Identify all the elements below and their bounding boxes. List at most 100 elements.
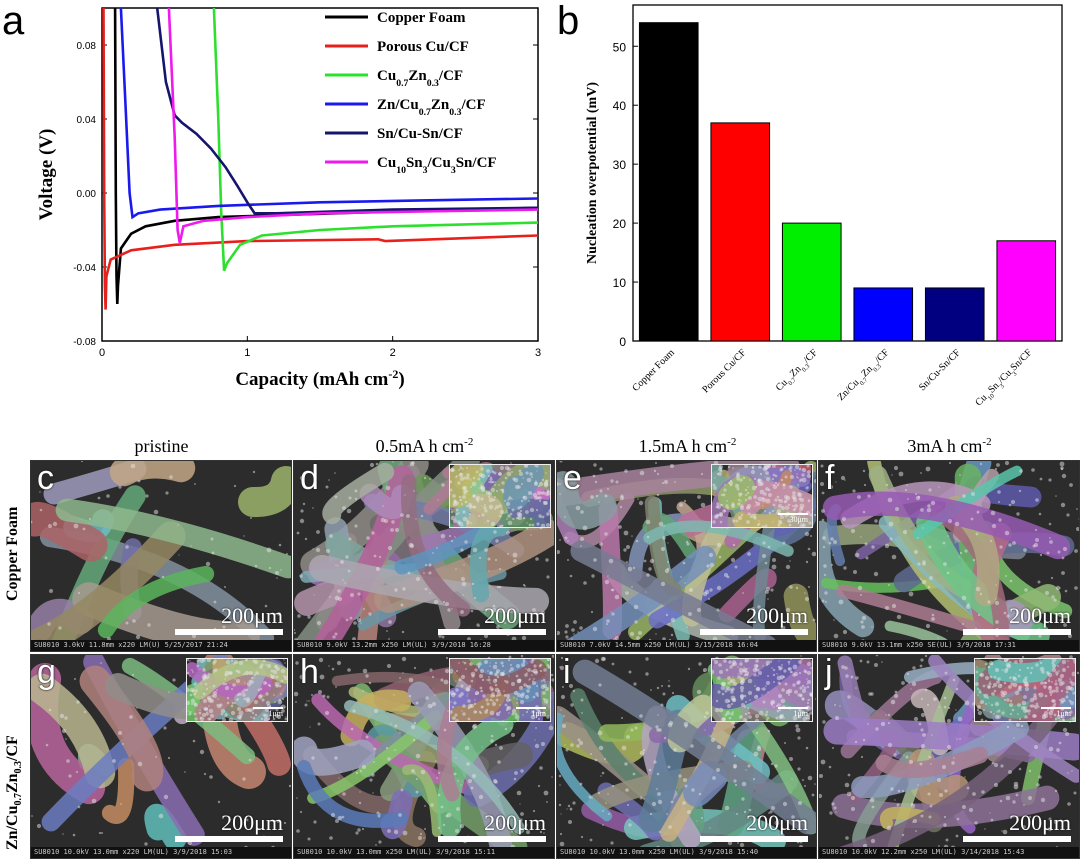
rich-label: Cu0.7Zn0.3/CF <box>774 347 822 395</box>
series-line-5 <box>167 8 538 244</box>
x-tick-label: 3 <box>535 347 541 359</box>
sem-panel-f: f 200μm SU8010 9.0kV 13.1mm x250 SE(UL) 3/… <box>818 460 1080 652</box>
inset-scale-label: 1μm <box>793 709 808 718</box>
inset-image <box>712 659 812 721</box>
inset-scale-bar <box>516 707 546 709</box>
rich-label: Zn/Cu0.7Zn0.3/CF <box>377 97 486 118</box>
y-tick-label: 30 <box>613 158 627 172</box>
x-tick-label: 2 <box>390 347 396 359</box>
rich-label: Porous Cu/CF <box>700 347 748 395</box>
rich-label: Cu10Sn3/Cu3Sn/CF <box>973 347 1036 410</box>
rich-label: Sn/Cu-Sn/CF <box>377 126 463 142</box>
sem-panel-label: e <box>563 460 582 497</box>
scale-bar <box>700 629 808 635</box>
chart-a: a -0.08 -0.04 0.00 0.04 0.08 0 1 2 3 Capacity (mAh… <box>2 0 541 390</box>
scale-bar <box>175 629 283 635</box>
x-tick-label: 0 <box>99 347 105 359</box>
sem-panel-label: h <box>300 654 319 691</box>
x-tick-label: 1 <box>244 347 250 359</box>
inset-image <box>187 659 287 721</box>
legend-a: Copper Foam Porous Cu/CF Cu0.7Zn0.3/CF Zn/C… <box>325 10 497 176</box>
inset-scale-bar <box>253 707 283 709</box>
inset-image <box>450 465 550 527</box>
y-tick-label: 0 <box>619 335 626 349</box>
sem-panel-e: e 200μm SU8010 7.0kV 14.5mm x250 LM(UL) 3/… <box>556 460 817 652</box>
y-tick-label: 0.00 <box>77 189 97 200</box>
inset-micrograph: 1μm <box>974 658 1076 722</box>
inset-scale-bar <box>778 513 808 515</box>
bar-1 <box>710 122 771 342</box>
inset-scale-label: 30μm <box>789 515 808 524</box>
inset-scale-bar <box>1041 707 1071 709</box>
sem-panel-g: g 200μm SU8010 10.0kV 13.0mm x220 LM(UL) 3… <box>30 654 292 859</box>
series-line-2 <box>212 8 538 272</box>
scale-bar-label: 200μm <box>221 603 283 628</box>
inset-micrograph: 1μm <box>711 658 813 722</box>
x-axis-label: Capacity (mAh cm-2) <box>235 367 404 390</box>
inset-scale-label: 1μm <box>268 709 283 718</box>
rich-label: Cu0.7Zn0.3/CF <box>377 68 463 89</box>
sem-info-footer: SU8010 3.0kV 11.8mm x220 LM(U) 5/25/2017… <box>31 640 291 651</box>
scale-bar <box>438 836 546 842</box>
sem-panel-label: j <box>825 654 833 691</box>
rich-label: Cu10Sn3/Cu3Sn/CF <box>377 155 497 176</box>
sem-info-footer: SU8010 10.0kV 12.2mm x250 LM(UL) 3/14/20… <box>819 847 1079 858</box>
panel-label-a: a <box>2 0 25 43</box>
rich-label: Zn/Cu0.7Zn0.3/CF <box>836 347 894 405</box>
scale-bar <box>963 629 1071 635</box>
y-tick-label: -0.08 <box>73 337 96 348</box>
chart-b: b 0 10 20 30 40 50 Nucleation overpotential (mV… <box>557 0 1063 410</box>
sem-info-footer: SU8010 9.0kV 13.2mm x250 LM(UL) 3/9/2018… <box>294 640 554 651</box>
scale-bar <box>175 836 283 842</box>
rich-label: Copper Foam <box>377 10 466 26</box>
y-tick-label: 0.08 <box>77 41 97 52</box>
bar-4 <box>924 287 985 342</box>
inset-micrograph: 1μm <box>449 658 551 722</box>
scale-bar-label: 200μm <box>746 810 808 835</box>
rich-label: Sn/Cu-Sn/CF <box>917 347 963 393</box>
sem-info-footer: SU8010 7.0kV 14.5mm x250 LM(UL) 3/15/201… <box>557 640 816 651</box>
scale-bar-label: 200μm <box>484 603 546 628</box>
scale-bar <box>700 836 808 842</box>
y-axis-label: Nucleation overpotential (mV) <box>585 82 600 264</box>
bar-2 <box>781 222 842 342</box>
inset-image <box>450 659 550 721</box>
y-tick-label: 20 <box>613 217 627 231</box>
inset-image <box>975 659 1075 721</box>
scale-bar-label: 200μm <box>1009 810 1071 835</box>
charts-area: a -0.08 -0.04 0.00 0.04 0.08 0 1 2 3 Capacity (mAh… <box>2 0 1063 410</box>
sem-panel-j: j 200μm SU8010 10.0kV 12.2mm x250 LM(UL) 3… <box>818 654 1080 859</box>
sem-panel-label: g <box>37 654 56 691</box>
y-tick-label: 0.04 <box>77 115 97 126</box>
inset-micrograph: 30μm <box>711 464 813 528</box>
sem-panel-i: i 200μm SU8010 10.0kV 13.0mm x250 LM(UL) 3… <box>556 654 817 859</box>
sem-panel-h: h 200μm SU8010 10.0kV 13.0mm x250 LM(UL) 3… <box>293 654 555 859</box>
rich-label: Copper Foam <box>630 347 677 394</box>
inset-scale-label: 1μm <box>531 709 546 718</box>
scale-bar-label: 200μm <box>221 810 283 835</box>
bar-5 <box>996 240 1057 342</box>
sem-info-footer: SU8010 10.0kV 13.0mm x250 LM(UL) 3/9/201… <box>294 847 554 858</box>
plot-frame-a <box>101 7 539 342</box>
sem-panel-c: c 200μm SU8010 3.0kV 11.8mm x220 LM(U) 5/2… <box>30 460 292 652</box>
rich-label: Porous Cu/CF <box>377 39 469 55</box>
y-tick-label: 50 <box>613 40 627 54</box>
series-lines <box>102 8 538 310</box>
sem-micrograph <box>557 655 816 858</box>
panel-label-b: b <box>557 0 579 43</box>
row-label-zn-cu-zn: Zn/Cu0.7Zn0.3/CF <box>4 735 25 850</box>
bar-3 <box>853 287 914 342</box>
sem-info-footer: SU8010 9.0kV 13.1mm x250 SE(UL) 3/9/2018… <box>819 640 1079 651</box>
y-axis-label: Voltage (V) <box>36 129 57 221</box>
sem-panel-label: i <box>563 654 571 691</box>
y-tick-label: -0.04 <box>73 263 96 274</box>
sem-panel-d: d 200μm SU8010 9.0kV 13.2mm x250 LM(UL) 3/… <box>293 460 555 652</box>
inset-scale-label: 1μm <box>1056 709 1071 718</box>
heading-pristine: pristine <box>134 436 189 456</box>
heading-3: 3mA h cm-2 <box>907 436 992 456</box>
inset-scale-bar <box>778 707 808 709</box>
plot-frame-b <box>632 4 1063 342</box>
sem-panel-label: f <box>825 460 835 497</box>
series-line-1 <box>102 8 538 310</box>
bar-0 <box>638 22 699 342</box>
